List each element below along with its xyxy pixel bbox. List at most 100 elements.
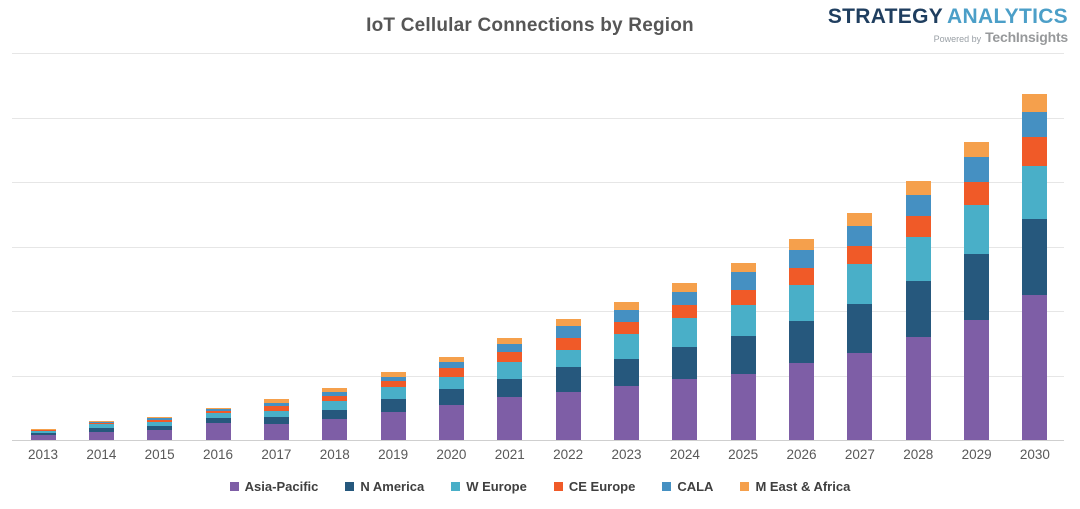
x-axis-label-2017: 2017 [261, 447, 292, 462]
bar-segment-ce-europe [322, 396, 348, 402]
bar-segment-n-america [614, 358, 639, 387]
bar-segment-ce-europe [1022, 137, 1048, 166]
bar-2013 [30, 429, 56, 440]
bar-2021 [497, 338, 523, 440]
bar-2029 [964, 142, 990, 440]
bar-segment-m-east-africa [380, 371, 406, 377]
gridline [12, 246, 1064, 248]
brand-logo: STRATEGY ANALYTICS Powered by TechInsights [827, 5, 1068, 46]
bar-segment-w-europe [263, 410, 289, 418]
bar-2022 [555, 319, 581, 440]
bar-segment-w-europe [88, 424, 114, 429]
bar-segment-cala [905, 194, 931, 216]
bar-segment-n-america [263, 417, 289, 424]
x-axis-label-2020: 2020 [436, 447, 467, 462]
bar-segment-n-america [789, 321, 815, 364]
bar-segment-n-america [322, 410, 348, 420]
bar-segment-w-europe [438, 376, 464, 389]
bar-segment-m-east-africa [905, 180, 931, 195]
bar-segment-cala [555, 326, 581, 339]
bar-segment-asia-pacific [555, 391, 581, 440]
bar-segment-m-east-africa [88, 421, 114, 422]
bar-segment-ce-europe [30, 430, 56, 431]
gridline [12, 182, 1064, 183]
x-axis-label-2013: 2013 [27, 447, 59, 462]
x-axis-label-2027: 2027 [844, 447, 875, 462]
x-axis-label-2028: 2028 [903, 447, 934, 462]
bar-segment-cala [614, 309, 639, 322]
brand-logo-analytics: ANALYTICS [947, 5, 1068, 28]
bar-segment-m-east-africa [847, 212, 873, 227]
bar-2025 [730, 263, 756, 440]
bar-segment-cala [263, 403, 289, 407]
bar-segment-ce-europe [147, 419, 173, 422]
bar-segment-cala [88, 421, 114, 424]
legend-item-cala: CALA [662, 479, 713, 494]
bar-segment-asia-pacific [672, 378, 698, 440]
bar-segment-ce-europe [88, 423, 114, 425]
bar-segment-n-america [964, 253, 990, 320]
bar-segment-asia-pacific [847, 352, 873, 440]
brand-logo-wordmark: STRATEGY ANALYTICS [827, 5, 1068, 28]
bar-segment-w-europe [614, 333, 639, 359]
bar-segment-n-america [88, 428, 114, 432]
legend-swatch-icon [740, 482, 750, 491]
bar-segment-n-america [438, 389, 464, 406]
gridline [12, 375, 1064, 377]
x-axis-baseline [12, 440, 1064, 441]
powered-by-text: Powered by [933, 34, 982, 45]
bar-segment-asia-pacific [905, 336, 931, 440]
x-axis-label-2029: 2029 [961, 447, 992, 462]
legend-swatch-icon [345, 482, 355, 491]
bar-segment-w-europe [1022, 165, 1048, 219]
bar-segment-asia-pacific [263, 423, 289, 440]
bar-segment-n-america [380, 399, 406, 412]
brand-logo-strategy: STRATEGY [827, 5, 944, 28]
bar-segment-cala [1022, 111, 1048, 138]
legend-label: M East & Africa [755, 479, 851, 494]
bar-segment-n-america [555, 367, 581, 392]
bar-segment-cala [147, 418, 173, 420]
bar-segment-ce-europe [964, 181, 990, 206]
bar-2019 [380, 371, 406, 440]
gridline [12, 53, 1064, 54]
bar-segment-w-europe [789, 285, 815, 322]
x-axis-label-2015: 2015 [144, 447, 175, 462]
powered-by-brand: TechInsights [985, 29, 1068, 46]
bar-segment-m-east-africa [730, 263, 756, 273]
bar-segment-cala [438, 361, 464, 369]
legend-label: CALA [677, 479, 714, 494]
bar-segment-m-east-africa [964, 142, 990, 157]
bar-segment-ce-europe [789, 268, 815, 286]
bar-segment-cala [964, 156, 990, 182]
x-axis-label-2014: 2014 [86, 447, 117, 462]
bar-segment-asia-pacific [322, 419, 348, 440]
bar-segment-asia-pacific [88, 431, 114, 440]
bar-segment-w-europe [30, 430, 56, 433]
bar-segment-w-europe [672, 318, 698, 348]
bar-segment-ce-europe [497, 352, 523, 362]
bar-segment-ce-europe [672, 304, 698, 319]
legend-item-n-america: N America [345, 479, 424, 494]
x-axis-label-2025: 2025 [728, 447, 759, 462]
legend-swatch-icon [451, 482, 461, 491]
bar-segment-m-east-africa [789, 239, 815, 251]
bar-2020 [438, 357, 464, 440]
bar-segment-w-europe [730, 305, 756, 337]
x-axis-label-2016: 2016 [203, 447, 234, 462]
bar-segment-w-europe [205, 412, 231, 419]
bar-segment-asia-pacific [438, 405, 464, 440]
x-axis-label-2022: 2022 [553, 447, 584, 462]
bar-segment-asia-pacific [147, 429, 173, 440]
bar-2028 [905, 180, 931, 440]
bar-segment-ce-europe [905, 215, 931, 238]
bar-segment-ce-europe [205, 410, 231, 413]
bar-segment-ce-europe [263, 406, 289, 411]
bar-segment-cala [205, 409, 231, 411]
x-axis-label-2018: 2018 [319, 447, 350, 462]
legend-swatch-icon [229, 482, 239, 491]
bar-segment-n-america [905, 281, 931, 337]
bar-segment-asia-pacific [380, 411, 406, 440]
legend-item-ce-europe: CE Europe [553, 479, 635, 494]
gridline [12, 311, 1064, 312]
